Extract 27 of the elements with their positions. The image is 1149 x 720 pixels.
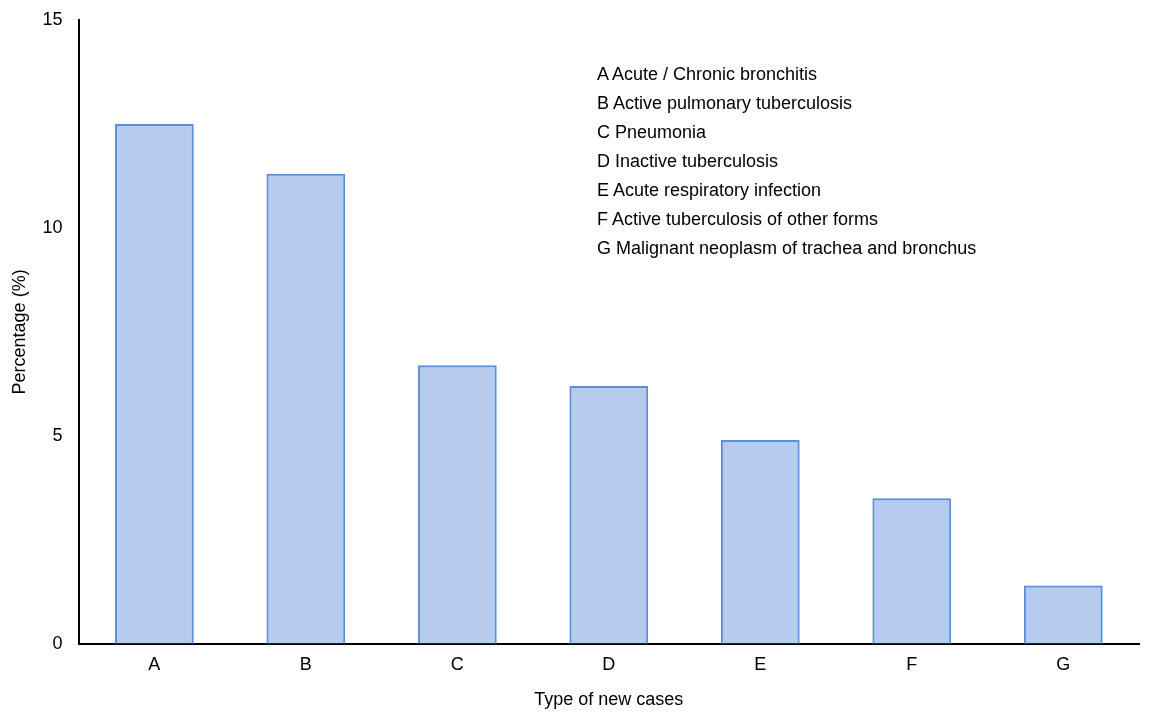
bar bbox=[417, 365, 497, 644]
y-axis-title: Percentage (%) bbox=[8, 269, 29, 395]
annotation: F Active tuberculosis of other forms bbox=[597, 208, 880, 231]
x-tick-label: A bbox=[148, 653, 161, 674]
x-tick-label: G bbox=[1056, 653, 1071, 674]
annotation: E Acute respiratory infection bbox=[597, 179, 823, 202]
x-tick-label: B bbox=[299, 653, 312, 674]
annotation: C Pneumonia bbox=[597, 121, 708, 144]
y-tick-label: 5 bbox=[52, 424, 63, 445]
bar bbox=[720, 440, 800, 644]
y-tick-label: 10 bbox=[42, 216, 63, 237]
bar bbox=[1023, 585, 1103, 644]
bar bbox=[266, 173, 346, 644]
x-axis-title: Type of new cases bbox=[534, 689, 684, 710]
annotation: G Malignant neoplasm of trachea and bronchus bbox=[597, 237, 977, 260]
x-tick-label: D bbox=[602, 653, 616, 674]
y-tick-label: 0 bbox=[52, 632, 63, 653]
bar bbox=[872, 498, 952, 644]
bar bbox=[569, 385, 649, 644]
x-tick-label: C bbox=[450, 653, 464, 674]
annotation: A Acute / Chronic bronchitis bbox=[597, 63, 819, 86]
x-tick-label: E bbox=[754, 653, 767, 674]
annotation: D Inactive tuberculosis bbox=[597, 150, 780, 173]
x-tick-label: F bbox=[906, 653, 918, 674]
annotation: B Active pulmonary tuberculosis bbox=[597, 92, 854, 115]
bar bbox=[114, 123, 194, 644]
y-tick-label: 15 bbox=[42, 8, 63, 29]
